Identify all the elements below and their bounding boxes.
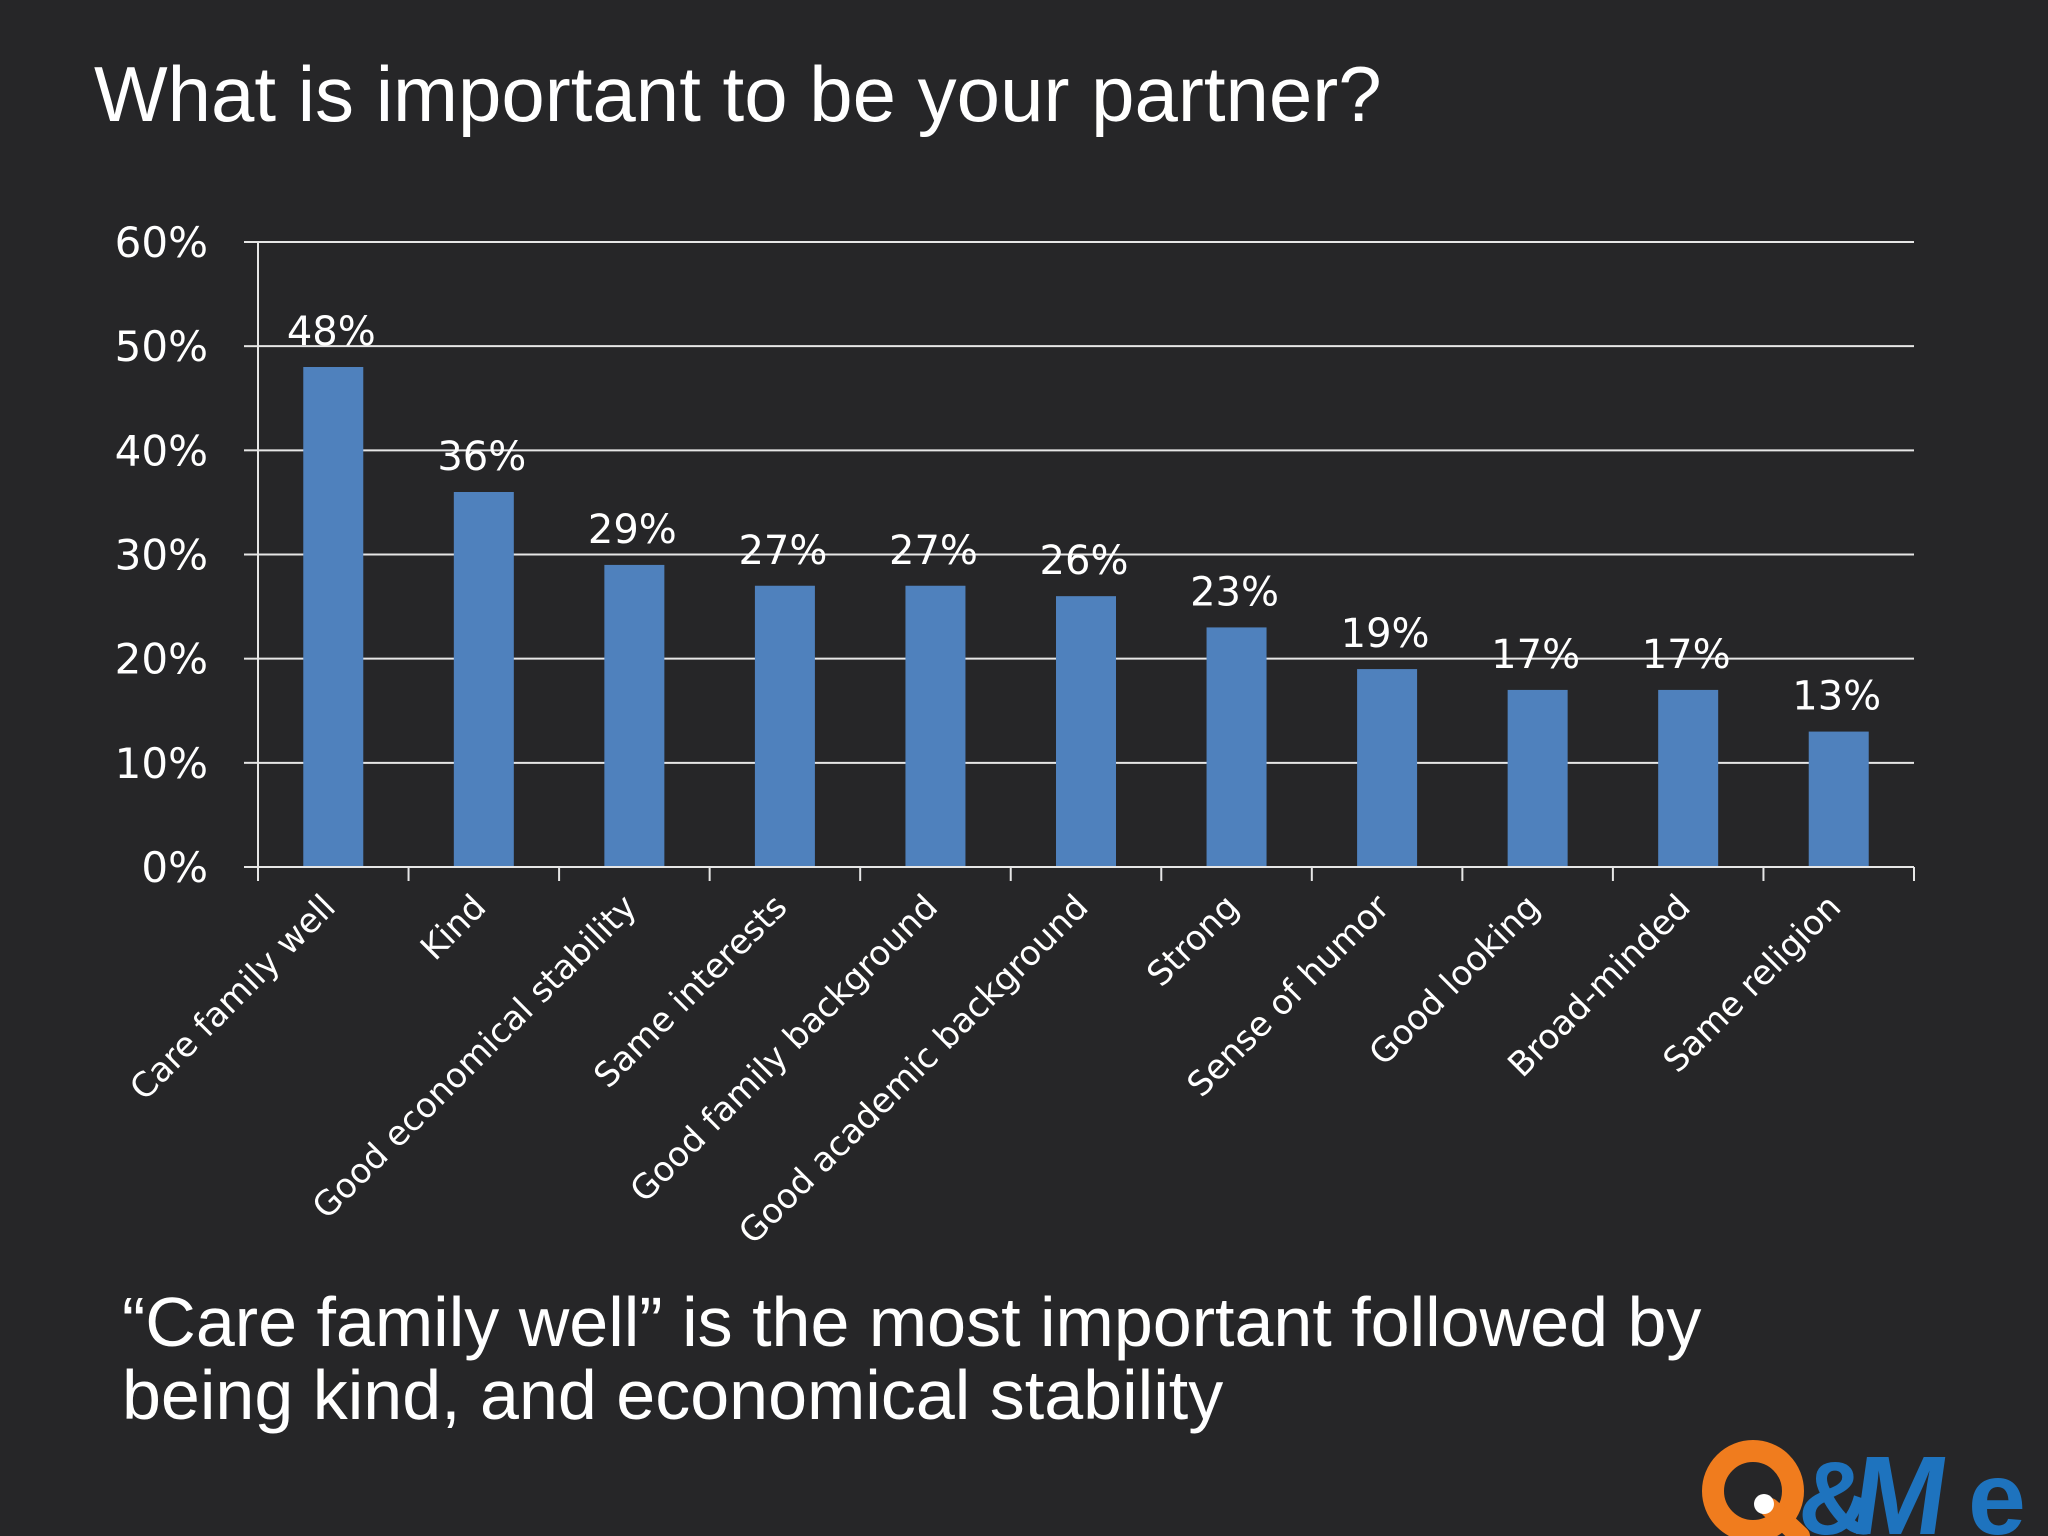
x-tick-label: Strong [1139, 887, 1247, 995]
data-label: 29% [588, 507, 677, 553]
bar [1357, 669, 1418, 867]
y-tick-label: 10% [115, 739, 208, 788]
svg-text:&: & [1798, 1441, 1873, 1536]
bar [1658, 689, 1719, 867]
bar [604, 564, 665, 867]
slide-title: What is important to be your partner? [94, 50, 1382, 138]
data-label: 17% [1491, 632, 1580, 678]
data-label: 27% [738, 528, 827, 574]
bar [1808, 731, 1869, 867]
conclusion-text: “Care family well” is the most important… [122, 1286, 1802, 1432]
bar [1507, 689, 1568, 867]
bar [905, 585, 966, 867]
bar [1056, 596, 1116, 867]
data-labels: 48% 36% 29% 27% 27% 26% 23% 19% 17% 17% 13% [287, 309, 1881, 720]
bar [303, 367, 364, 867]
data-label: 27% [889, 528, 978, 574]
bar [754, 585, 815, 867]
data-label: 17% [1642, 632, 1731, 678]
data-label: 23% [1190, 569, 1279, 615]
y-tick-label: 20% [115, 635, 208, 684]
axes [244, 241, 1915, 881]
bars [303, 367, 1869, 867]
y-tick-labels: 0% 10% 20% 30% 40% 50% 60% [115, 218, 208, 892]
x-tick-label: Good family background [623, 887, 946, 1210]
data-label: 19% [1341, 611, 1430, 657]
conclusion-line-1: “Care family well” is the most important… [122, 1283, 1702, 1361]
y-tick-label: 0% [141, 843, 208, 892]
data-label: 36% [437, 434, 526, 480]
x-tick-label: Care family well [122, 887, 343, 1108]
x-tick-label: Kind [413, 887, 494, 968]
data-label: 13% [1792, 674, 1881, 720]
bar [453, 492, 514, 867]
svg-text:M: M [1845, 1433, 1956, 1536]
y-tick-label: 60% [115, 218, 208, 267]
x-tick-label: Good economical stability [305, 887, 645, 1227]
y-tick-label: 40% [115, 426, 208, 475]
y-tick-label: 50% [115, 322, 208, 371]
data-label: 26% [1040, 538, 1129, 584]
bar [1206, 627, 1267, 867]
y-tick-label: 30% [115, 531, 208, 580]
data-label: 48% [287, 309, 376, 355]
conclusion-line-2: being kind, and economical stability [122, 1356, 1224, 1434]
svg-text:e: e [1968, 1441, 2026, 1536]
qandme-logo: & M e [1698, 1396, 2048, 1536]
qandme-logo-icon: & M e [1702, 1433, 2026, 1536]
